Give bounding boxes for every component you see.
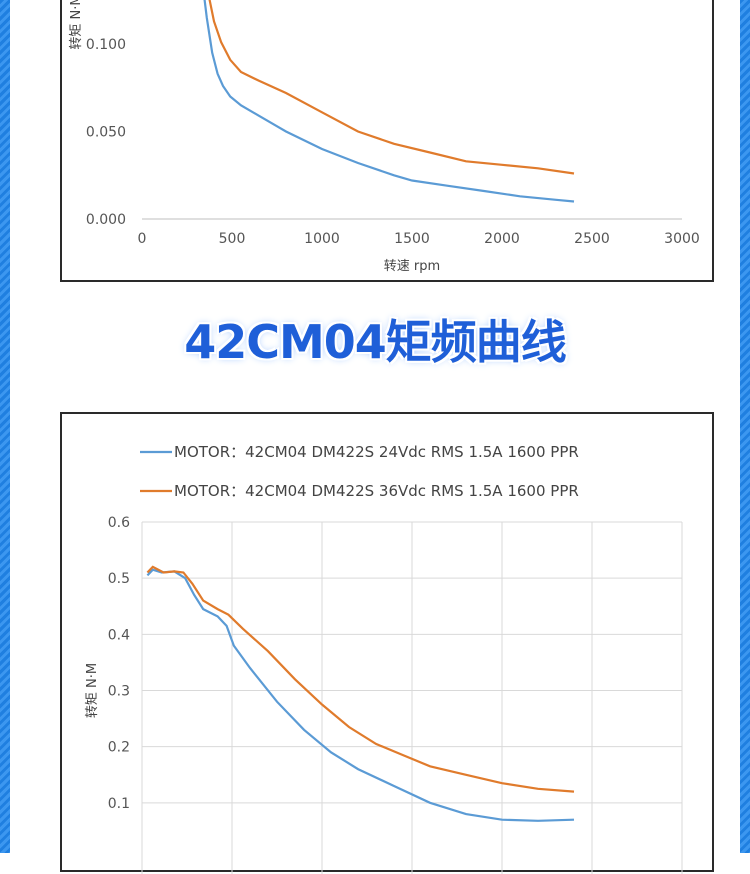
y-tick-label: 0.3: [108, 684, 130, 700]
legend-label: MOTOR：42CM04 DM422S 36Vdc RMS 1.5A 1600 …: [174, 482, 579, 500]
y-tick-label: 0.000: [86, 212, 126, 228]
chart-panel-top: 0 500 1000 1500 2000 2500 3000 0.000 0.050 0.100 转…: [60, 0, 714, 282]
y-axis-title: 转矩 N·M: [85, 663, 100, 718]
series-line-blue: [203, 0, 575, 203]
x-axis-title: 转速 rpm: [384, 259, 440, 274]
x-tick-label: 1000: [304, 231, 340, 247]
y-tick-label: 0.050: [86, 125, 126, 141]
headline-title: 42CM04矩频曲线: [184, 315, 567, 369]
x-tick-label: 3000: [664, 231, 700, 247]
y-axis-title: 转矩 N·M: [69, 0, 84, 50]
x-tick-label: 1500: [394, 231, 430, 247]
series-line-blue: [146, 568, 575, 822]
left-frame-border: [0, 0, 10, 853]
y-tick-label: 0.1: [108, 796, 130, 812]
right-frame-border: [740, 0, 750, 853]
y-tick-label: 0.2: [108, 740, 130, 756]
y-tick-label: 0.5: [108, 571, 130, 587]
chart-panel-bottom: 0.1 0.2 0.3 0.4 0.5 0.6 转矩 N·M MOTOR：42CM04 DM4…: [60, 412, 714, 874]
x-tick-label: 500: [219, 231, 246, 247]
legend-label: MOTOR：42CM04 DM422S 24Vdc RMS 1.5A 1600 …: [174, 443, 579, 461]
series-line-orange: [208, 0, 575, 175]
y-tick-label: 0.4: [108, 627, 130, 643]
y-tick-label: 0.100: [86, 37, 126, 53]
x-tick-label: 0: [138, 231, 147, 247]
series-line-orange: [146, 565, 575, 793]
y-tick-label: 0.6: [108, 515, 130, 531]
torque-speed-chart-bottom: 0.1 0.2 0.3 0.4 0.5 0.6 转矩 N·M MOTOR：42CM04 DM4…: [85, 443, 683, 874]
x-tick-label: 2500: [574, 231, 610, 247]
torque-speed-chart-top: 0 500 1000 1500 2000 2500 30000.0000.0500.100转…: [69, 0, 700, 274]
x-tick-label: 2000: [484, 231, 520, 247]
